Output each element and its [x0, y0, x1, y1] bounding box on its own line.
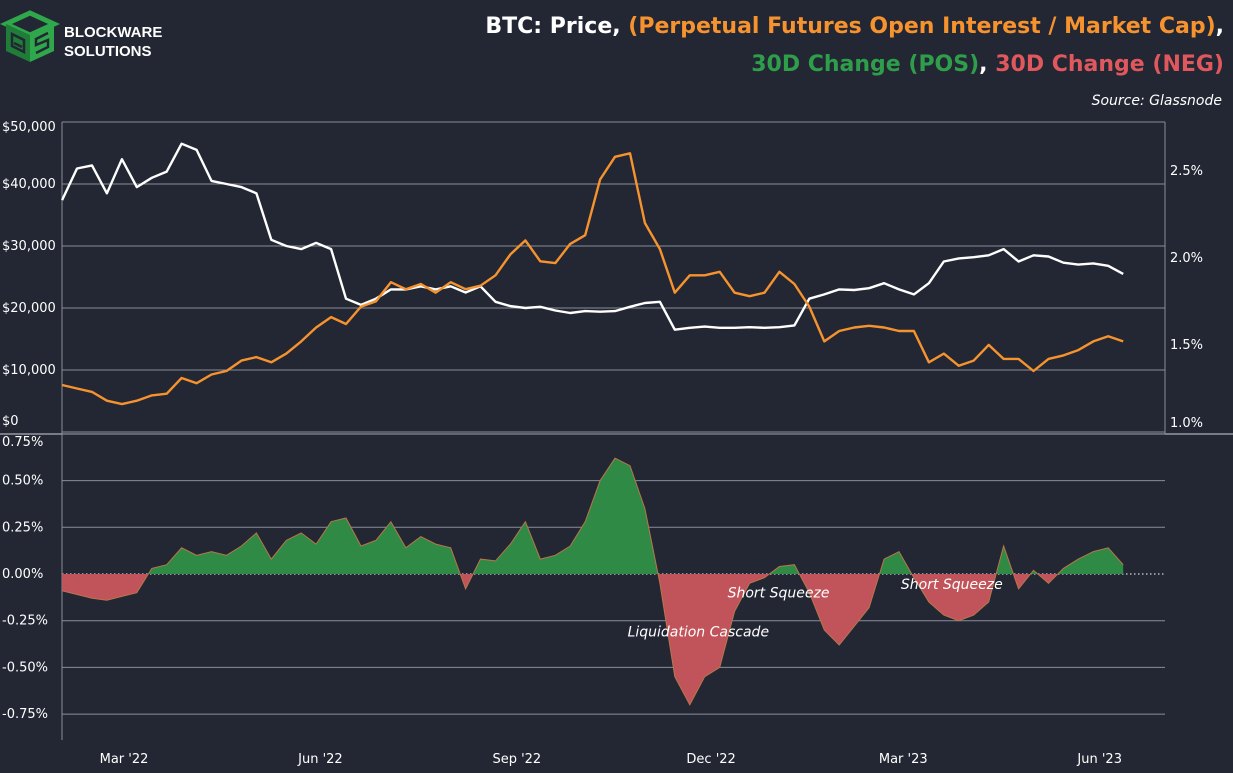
- x-tick-label: Jun '23: [1076, 752, 1122, 767]
- y-bottom-tick-label: -0.75%: [2, 707, 48, 722]
- chart-title-line2: 30D Change (POS), 30D Change (NEG): [751, 52, 1224, 77]
- change-outline: [61, 457, 1124, 706]
- y-left-tick-label: $50,000: [2, 120, 56, 135]
- y-left-tick-label: $0: [2, 414, 19, 429]
- y-bottom-tick-label: 0.75%: [2, 435, 43, 450]
- title-oi: (Perpetual Futures Open Interest / Marke…: [628, 14, 1215, 39]
- positive-change-area: [62, 458, 1124, 574]
- oi-market-cap-line: [61, 152, 1124, 406]
- y-bottom-tick-label: -0.50%: [2, 660, 48, 675]
- annotation-label: Liquidation Cascade: [628, 624, 770, 640]
- y-left-tick-label: $30,000: [2, 239, 56, 254]
- source-label: Source: Glassnode: [1092, 93, 1222, 109]
- x-tick-label: Jun '22: [297, 752, 343, 767]
- y-left-tick-label: $20,000: [2, 301, 56, 316]
- logo-text-line1: BLOCKWARE: [64, 24, 162, 41]
- title-price: BTC: Price,: [485, 14, 628, 39]
- title-pos: 30D Change (POS): [751, 52, 979, 77]
- y-right-tick-label: 2.0%: [1170, 251, 1203, 266]
- y-left-tick-label: $40,000: [2, 177, 56, 192]
- y-bottom-tick-label: 0.50%: [2, 474, 43, 489]
- btc-price-line: [61, 142, 1124, 331]
- y-bottom-tick-label: -0.25%: [2, 614, 48, 629]
- negative-change-area: [62, 574, 1124, 705]
- y-right-tick-label: 2.5%: [1170, 164, 1203, 179]
- x-tick-label: Mar '22: [100, 752, 149, 767]
- y-right-tick-label: 1.5%: [1170, 338, 1203, 353]
- title-comma2: ,: [979, 52, 995, 77]
- x-tick-label: Dec '22: [686, 752, 735, 767]
- y-left-tick-label: $10,000: [2, 363, 56, 378]
- annotation-label: Short Squeeze: [728, 586, 830, 602]
- logo-text-line2: SOLUTIONS: [64, 43, 152, 60]
- title-neg: 30D Change (NEG): [995, 52, 1224, 77]
- x-tick-label: Mar '23: [879, 752, 928, 767]
- chart-title-line1: BTC: Price, (Perpetual Futures Open Inte…: [485, 14, 1224, 39]
- annotations: Liquidation Cascade Short Squeeze Short Sq…: [628, 577, 1003, 640]
- annotation-label: Short Squeeze: [901, 577, 1003, 593]
- blockware-logo: BLOCKWARE SOLUTIONS: [0, 10, 162, 62]
- title-comma: ,: [1216, 14, 1224, 39]
- y-bottom-tick-label: 0.00%: [2, 567, 43, 582]
- axis-ticks: $50,000 $40,000 $30,000 $20,000 $10,000 $0 2.5…: [2, 120, 1203, 767]
- cube-logo-icon: [0, 10, 61, 62]
- x-tick-label: Sep '22: [492, 752, 541, 767]
- y-right-tick-label: 1.0%: [1170, 416, 1203, 431]
- y-bottom-tick-label: 0.25%: [2, 520, 43, 535]
- gridlines: [0, 121, 1233, 740]
- chart-marks: [61, 142, 1124, 706]
